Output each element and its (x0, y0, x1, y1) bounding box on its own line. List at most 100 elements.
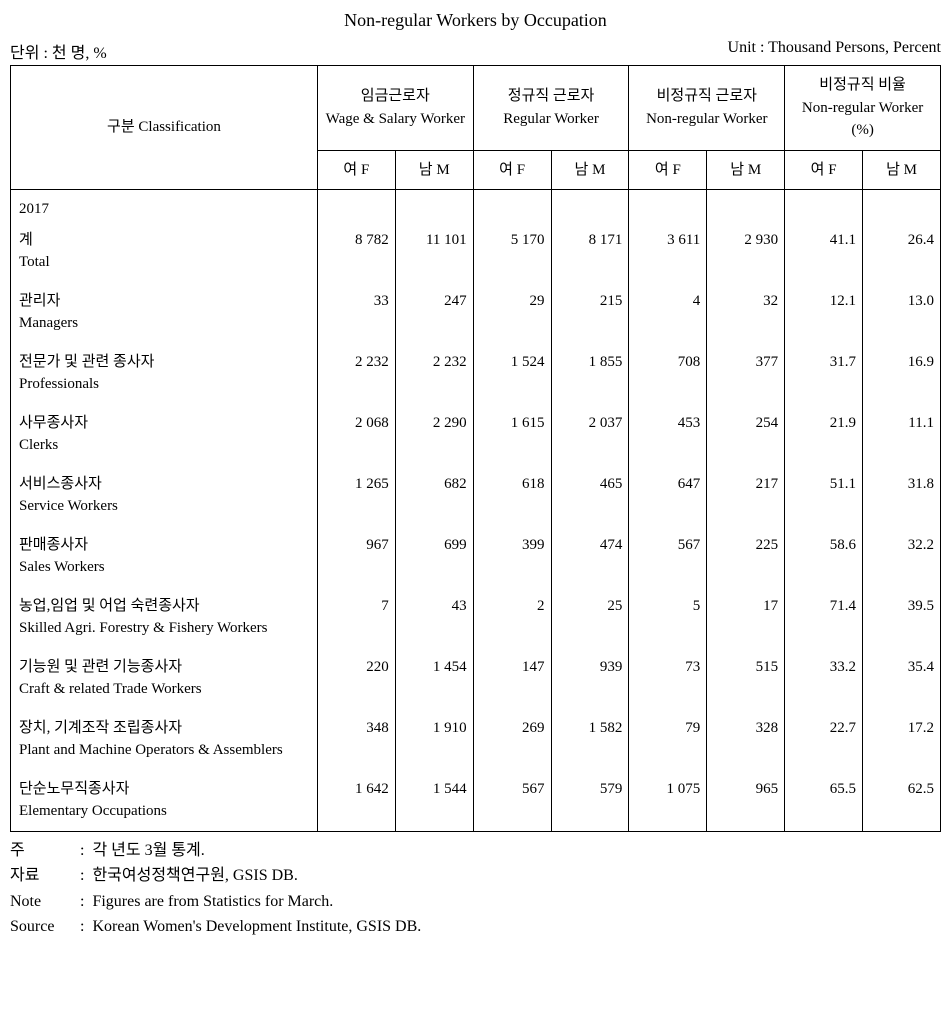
row-label-ko: 농업,임업 및 어업 숙련종사자 (19, 595, 315, 618)
header-group-3-en: Non-regular Worker (633, 108, 780, 131)
data-cell: 1 582 (551, 709, 629, 770)
header-group-1-ko: 임금근로자 (322, 85, 469, 108)
row-label-ko: 판매종사자 (19, 534, 315, 557)
data-cell: 2 232 (317, 343, 395, 404)
data-cell: 348 (317, 709, 395, 770)
units-row: 단위 : 천 명, % Unit : Thousand Persons, Per… (10, 39, 941, 63)
data-cell: 79 (629, 709, 707, 770)
data-cell: 8 782 (317, 221, 395, 282)
data-cell: 647 (629, 465, 707, 526)
unit-left: 단위 : 천 명, % (10, 39, 107, 63)
data-cell: 225 (707, 526, 785, 587)
row-label-ko: 사무종사자 (19, 412, 315, 435)
data-cell: 12.1 (785, 282, 863, 343)
data-cell: 3 611 (629, 221, 707, 282)
data-cell: 1 265 (317, 465, 395, 526)
table-row: 판매종사자Sales Workers96769939947456722558.6… (11, 526, 941, 587)
table-row: 단순노무직종사자Elementary Occupations1 6421 544… (11, 770, 941, 832)
table-head: 구분 Classification 임금근로자 Wage & Salary Wo… (11, 66, 941, 190)
data-cell: 1 544 (395, 770, 473, 832)
row-label-en: Skilled Agri. Forestry & Fishery Workers (19, 617, 315, 640)
row-label-en: Service Workers (19, 495, 315, 518)
empty-cell (707, 190, 785, 221)
data-cell: 17.2 (863, 709, 941, 770)
header-group-2-en: Regular Worker (478, 108, 625, 131)
data-cell: 7 (317, 587, 395, 648)
data-cell: 1 524 (473, 343, 551, 404)
empty-cell (317, 190, 395, 221)
data-cell: 8 171 (551, 221, 629, 282)
data-cell: 71.4 (785, 587, 863, 648)
data-cell: 21.9 (785, 404, 863, 465)
data-cell: 4 (629, 282, 707, 343)
data-cell: 699 (395, 526, 473, 587)
empty-cell (785, 190, 863, 221)
data-cell: 32.2 (863, 526, 941, 587)
year-row: 2017 (11, 190, 941, 221)
data-cell: 11 101 (395, 221, 473, 282)
data-cell: 215 (551, 282, 629, 343)
table-row: 서비스종사자Service Workers1 26568261846564721… (11, 465, 941, 526)
table-row: 기능원 및 관련 기능종사자Craft & related Trade Work… (11, 648, 941, 709)
data-cell: 41.1 (785, 221, 863, 282)
row-label-ko: 기능원 및 관련 기능종사자 (19, 656, 315, 679)
data-cell: 43 (395, 587, 473, 648)
empty-cell (473, 190, 551, 221)
header-sub-f: 여 F (317, 150, 395, 190)
data-cell: 474 (551, 526, 629, 587)
data-cell: 51.1 (785, 465, 863, 526)
data-cell: 269 (473, 709, 551, 770)
data-cell: 328 (707, 709, 785, 770)
row-label: 계Total (11, 221, 318, 282)
header-group-3: 비정규직 근로자 Non-regular Worker (629, 66, 785, 151)
row-label-ko: 전문가 및 관련 종사자 (19, 351, 315, 374)
row-label: 기능원 및 관련 기능종사자Craft & related Trade Work… (11, 648, 318, 709)
page-title: Non-regular Workers by Occupation (10, 10, 941, 31)
data-cell: 515 (707, 648, 785, 709)
footer-text: Figures are from Statistics for March. (92, 889, 333, 915)
empty-cell (551, 190, 629, 221)
header-group-2-ko: 정규직 근로자 (478, 85, 625, 108)
footer-notes: 주: 각 년도 3월 통계.자료: 한국여성정책연구원, GSIS DB.Not… (10, 838, 941, 940)
data-cell: 579 (551, 770, 629, 832)
header-sub-m: 남 M (395, 150, 473, 190)
row-label: 사무종사자Clerks (11, 404, 318, 465)
data-cell: 25 (551, 587, 629, 648)
data-cell: 1 075 (629, 770, 707, 832)
footer-label: 주 (10, 838, 80, 864)
header-group-4-en: Non-regular Worker (%) (789, 97, 936, 142)
data-cell: 682 (395, 465, 473, 526)
footer-text: 각 년도 3월 통계. (92, 838, 204, 864)
table-row: 농업,임업 및 어업 숙련종사자Skilled Agri. Forestry &… (11, 587, 941, 648)
data-cell: 217 (707, 465, 785, 526)
row-label: 장치, 기계조작 조립종사자Plant and Machine Operator… (11, 709, 318, 770)
data-cell: 247 (395, 282, 473, 343)
table-row: 전문가 및 관련 종사자Professionals2 2322 2321 524… (11, 343, 941, 404)
data-cell: 1 642 (317, 770, 395, 832)
header-classification: 구분 Classification (11, 66, 318, 190)
data-cell: 967 (317, 526, 395, 587)
row-label: 판매종사자Sales Workers (11, 526, 318, 587)
row-label-en: Elementary Occupations (19, 800, 315, 823)
data-cell: 567 (629, 526, 707, 587)
footer-label: 자료 (10, 863, 80, 889)
footer-line: Source: Korean Women's Development Insti… (10, 914, 941, 940)
header-group-3-ko: 비정규직 근로자 (633, 85, 780, 108)
data-cell: 567 (473, 770, 551, 832)
unit-right: Unit : Thousand Persons, Percent (728, 39, 941, 63)
header-classification-ko: 구분 (107, 119, 135, 135)
table-row: 관리자Managers332472921543212.113.0 (11, 282, 941, 343)
data-cell: 29 (473, 282, 551, 343)
data-cell: 31.8 (863, 465, 941, 526)
data-cell: 33.2 (785, 648, 863, 709)
data-cell: 32 (707, 282, 785, 343)
row-label-en: Clerks (19, 434, 315, 457)
data-cell: 708 (629, 343, 707, 404)
header-group-1: 임금근로자 Wage & Salary Worker (317, 66, 473, 151)
data-cell: 453 (629, 404, 707, 465)
data-cell: 35.4 (863, 648, 941, 709)
data-cell: 13.0 (863, 282, 941, 343)
header-group-4-ko: 비정규직 비율 (789, 74, 936, 97)
footer-colon: : (80, 863, 92, 889)
header-group-4: 비정규직 비율 Non-regular Worker (%) (785, 66, 941, 151)
